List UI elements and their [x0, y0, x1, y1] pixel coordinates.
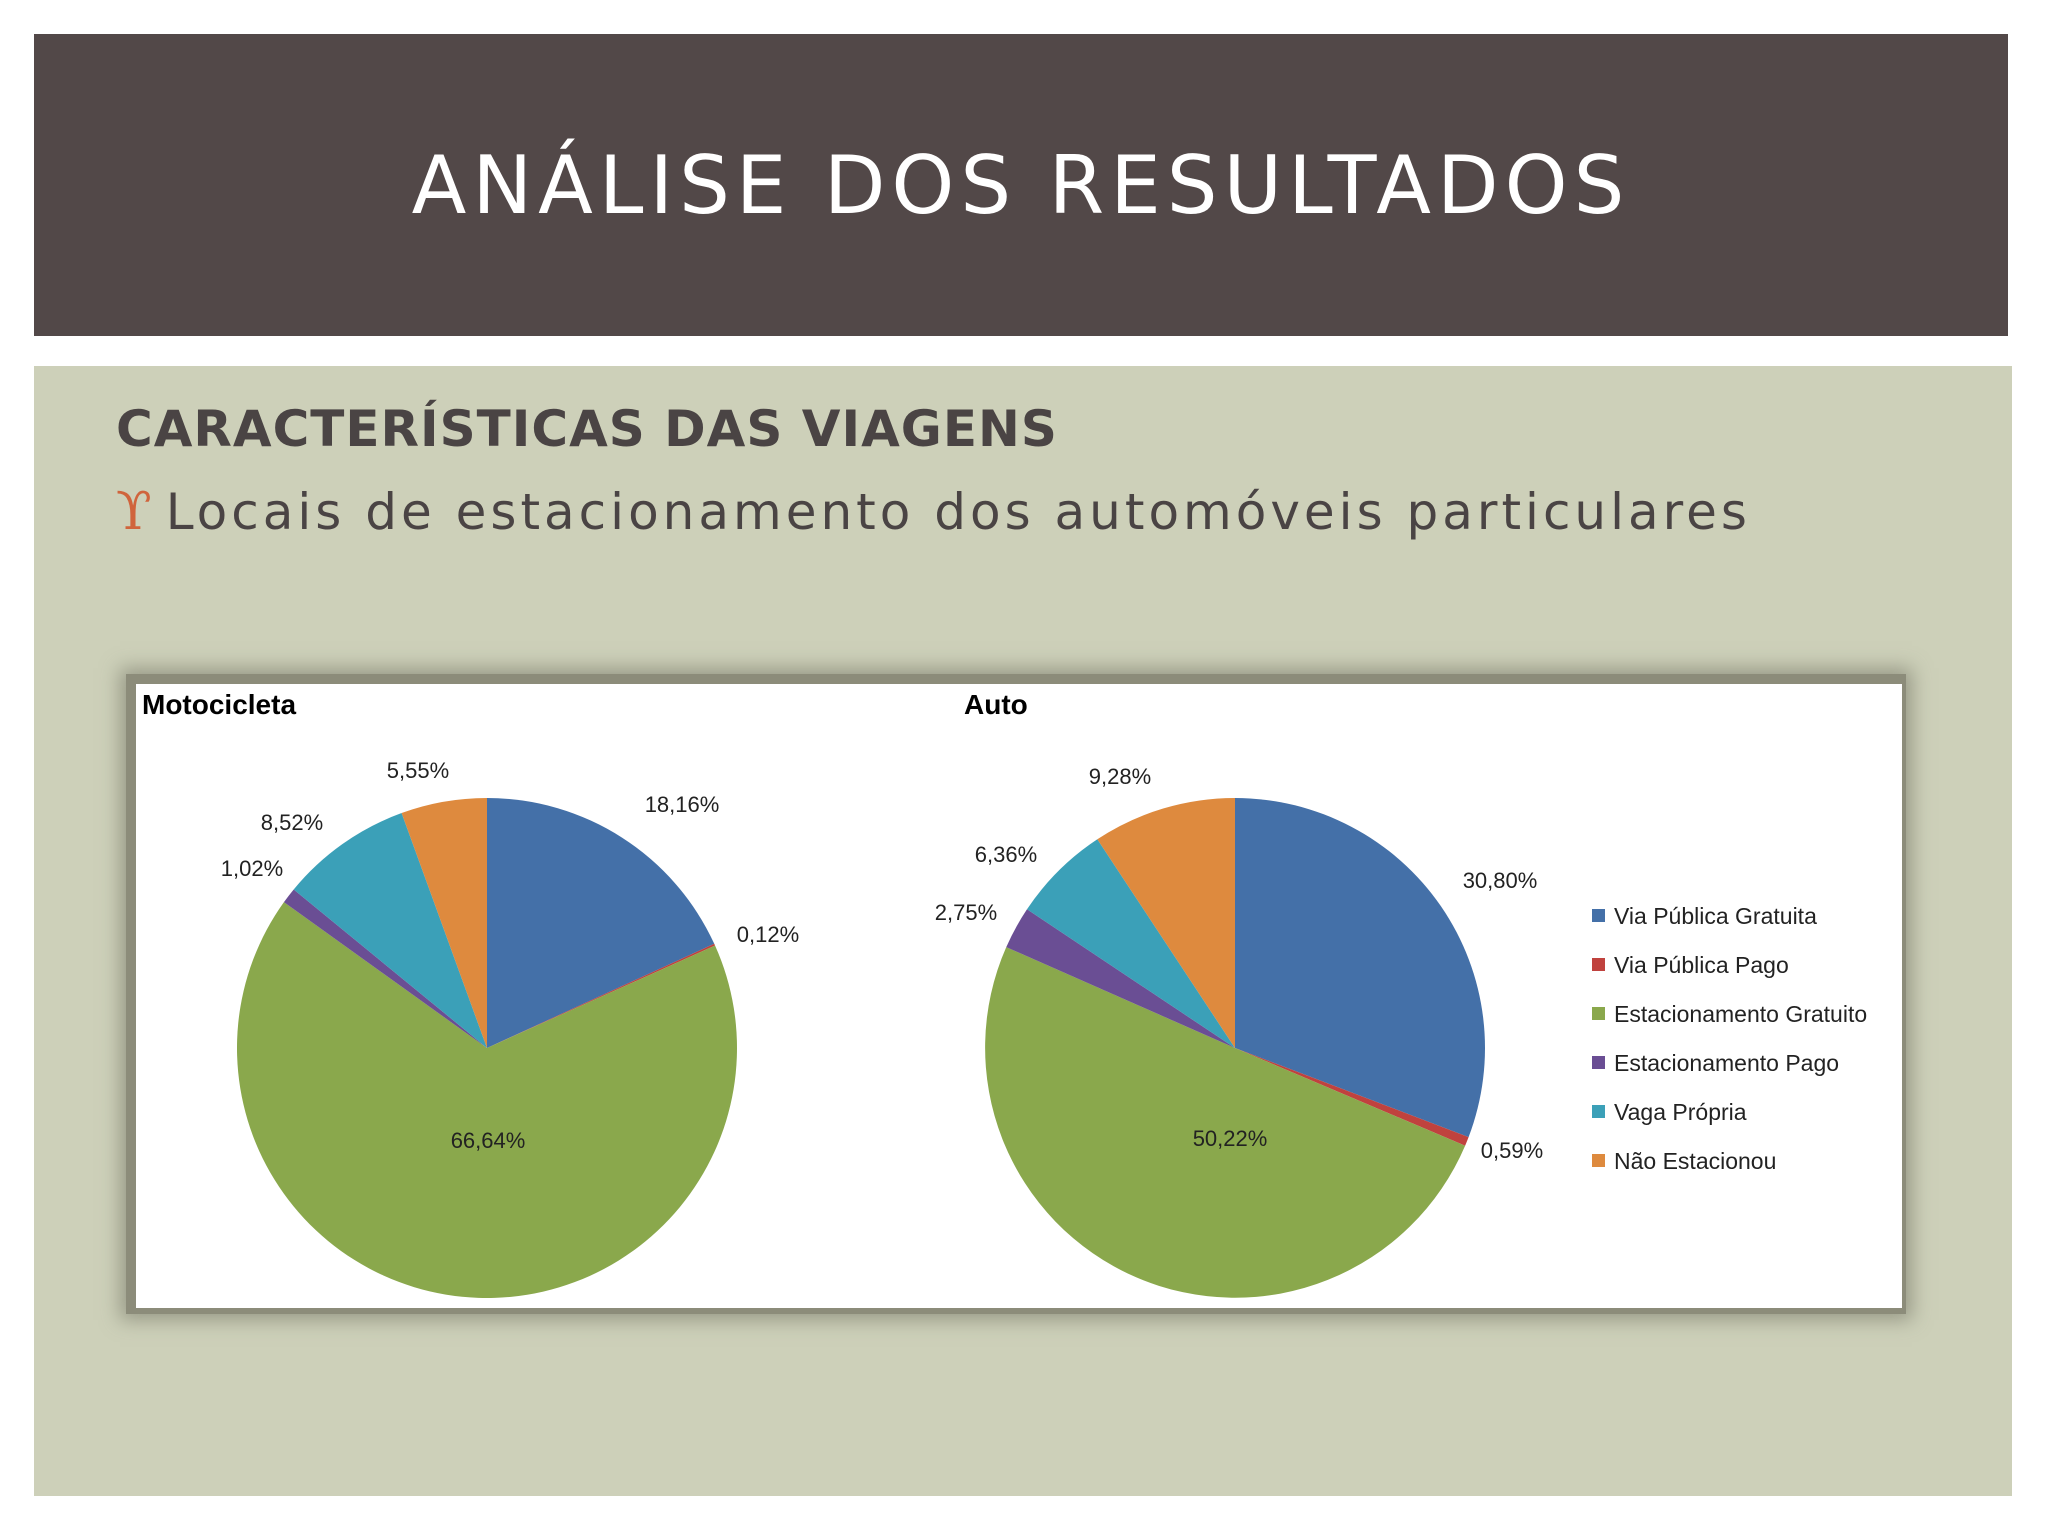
pie-slice-estacionamento-pago — [1006, 909, 1235, 1048]
slide-title: ANÁLISE DOS RESULTADOS — [411, 138, 1631, 232]
legend-swatch — [1592, 1007, 1605, 1020]
pie-chart-auto: Auto 30,80% 0,59% 50,22% 2,75% 6,36% 9,28% Via … — [935, 689, 1867, 1298]
pie-slice-vaga-propria — [293, 813, 487, 1048]
data-label: 1,02% — [221, 856, 283, 881]
data-label: 50,22% — [1193, 1126, 1268, 1151]
data-label: 30,80% — [1463, 868, 1538, 893]
bullet-icon: ϒ — [116, 482, 152, 542]
legend-swatch — [1592, 1056, 1605, 1069]
bullet-item: ϒ Locais de estacionamento dos automóvei… — [116, 482, 1751, 542]
legend-swatch — [1592, 1154, 1605, 1167]
data-label: 9,28% — [1089, 764, 1151, 789]
section-heading: CARACTERÍSTICAS DAS VIAGENS — [116, 400, 1058, 458]
data-label: 5,55% — [387, 758, 449, 783]
data-label: 66,64% — [451, 1128, 526, 1153]
pie-slice-vaga-propria — [1027, 839, 1235, 1048]
chart-area: Motocicleta 18,16% 0,12% 66,64% 1,02% 8,52% 5,… — [136, 684, 1902, 1308]
title-bar: ANÁLISE DOS RESULTADOS — [34, 34, 2008, 336]
pie-slice-via-publica-gratuita — [1235, 798, 1485, 1138]
pie-charts-svg: Motocicleta 18,16% 0,12% 66,64% 1,02% 8,52% 5,… — [142, 689, 1867, 1298]
data-label: 18,16% — [645, 792, 720, 817]
pie-slice-via-publica-pago — [1235, 1048, 1469, 1146]
legend-label: Não Estacionou — [1614, 1148, 1776, 1174]
legend: Via Pública Gratuita Via Pública Pago Esta… — [1592, 903, 1867, 1174]
data-label: 2,75% — [935, 900, 997, 925]
pie-slice-estacionamento-gratuito — [985, 947, 1466, 1298]
data-label: 8,52% — [261, 810, 323, 835]
pie-slice-estacionamento-gratuito — [236, 902, 737, 1298]
legend-label: Estacionamento Gratuito — [1614, 1001, 1867, 1027]
legend-label: Estacionamento Pago — [1614, 1050, 1839, 1076]
data-label: 6,36% — [975, 842, 1037, 867]
chart-title: Motocicleta — [142, 689, 296, 720]
legend-swatch — [1592, 958, 1605, 971]
data-label: 0,59% — [1481, 1138, 1543, 1163]
pie-slice-nao-estacionou — [401, 798, 487, 1048]
chart-title: Auto — [964, 689, 1028, 720]
pie-slice-estacionamento-pago — [283, 889, 487, 1048]
legend-swatch — [1592, 909, 1605, 922]
pie-slice-via-publica-gratuita — [487, 798, 715, 1048]
bullet-text: Locais de estacionamento dos automóveis … — [165, 483, 1751, 541]
legend-label: Via Pública Pago — [1614, 952, 1789, 978]
legend-swatch — [1592, 1105, 1605, 1118]
legend-label: Vaga Própria — [1614, 1099, 1747, 1125]
pie-slice-via-publica-pago — [487, 943, 716, 1048]
legend-label: Via Pública Gratuita — [1614, 903, 1817, 929]
data-label: 0,12% — [737, 922, 799, 947]
pie-chart-motocicleta: Motocicleta 18,16% 0,12% 66,64% 1,02% 8,52% 5,… — [142, 689, 799, 1298]
pie-slice-nao-estacionou — [1097, 798, 1235, 1048]
